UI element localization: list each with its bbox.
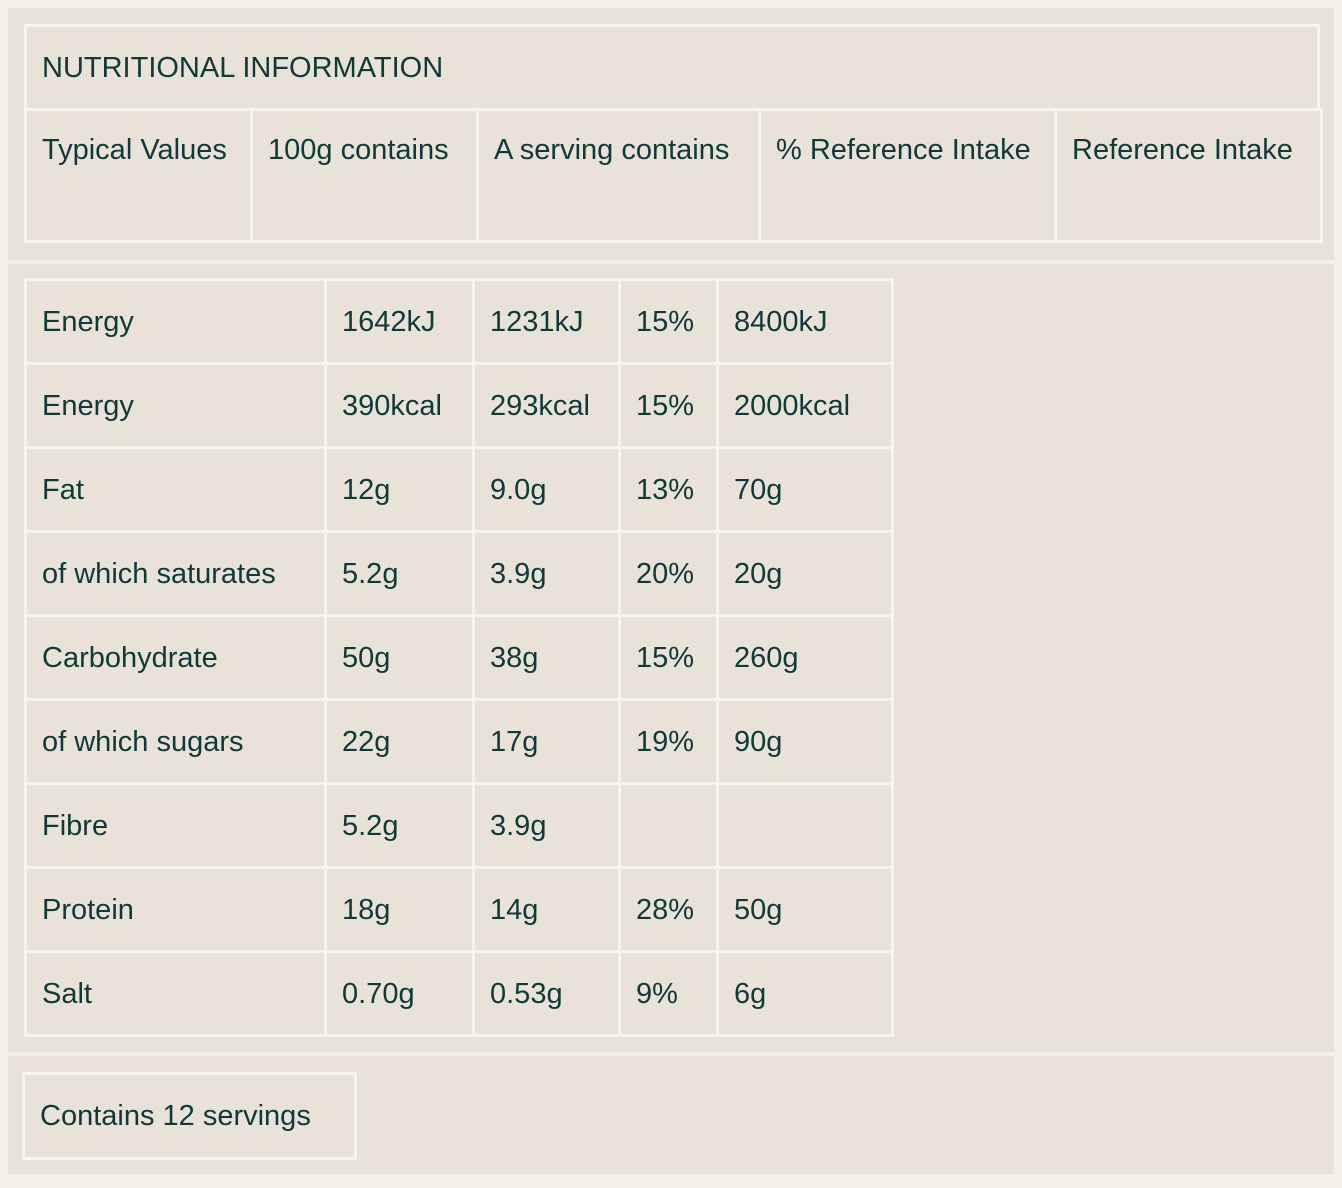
- table-cell: 14g: [472, 866, 621, 953]
- table-cell: 50g: [324, 614, 475, 701]
- table-cell: 19%: [618, 698, 719, 785]
- table-cell: 15%: [618, 362, 719, 449]
- table-cell: 6g: [716, 950, 894, 1037]
- servings-note: Contains 12 servings: [22, 1072, 357, 1160]
- table-cell: 1642kJ: [324, 278, 475, 365]
- column-header: 100g contains: [250, 108, 479, 243]
- row-label: Fibre: [24, 782, 327, 869]
- row-label: of which saturates: [24, 530, 327, 617]
- table-cell: 50g: [716, 866, 894, 953]
- table-cell: 18g: [324, 866, 475, 953]
- row-label: of which sugars: [24, 698, 327, 785]
- column-header: % Reference Intake: [758, 108, 1057, 243]
- row-label: Salt: [24, 950, 327, 1037]
- table-cell: 12g: [324, 446, 475, 533]
- table-cell: [716, 782, 894, 869]
- row-label: Carbohydrate: [24, 614, 327, 701]
- table-cell: 293kcal: [472, 362, 621, 449]
- row-label: Energy: [24, 278, 327, 365]
- table-cell: 38g: [472, 614, 621, 701]
- table-cell: 90g: [716, 698, 894, 785]
- table-cell: 70g: [716, 446, 894, 533]
- table-cell: [618, 782, 719, 869]
- table-cell: 390kcal: [324, 362, 475, 449]
- table-cell: 3.9g: [472, 782, 621, 869]
- table-cell: 260g: [716, 614, 894, 701]
- table-cell: 13%: [618, 446, 719, 533]
- table-cell: 3.9g: [472, 530, 621, 617]
- table-title: NUTRITIONAL INFORMATION: [24, 24, 1320, 111]
- table-cell: 15%: [618, 278, 719, 365]
- row-label: Fat: [24, 446, 327, 533]
- table-cell: 9.0g: [472, 446, 621, 533]
- table-cell: 20%: [618, 530, 719, 617]
- table-cell: 22g: [324, 698, 475, 785]
- table-cell: 20g: [716, 530, 894, 617]
- table-cell: 5.2g: [324, 782, 475, 869]
- column-header: Reference Intake: [1054, 108, 1323, 243]
- row-label: Energy: [24, 362, 327, 449]
- column-header: A serving contains: [476, 108, 761, 243]
- table-cell: 17g: [472, 698, 621, 785]
- table-cell: 0.70g: [324, 950, 475, 1037]
- table-cell: 5.2g: [324, 530, 475, 617]
- table-cell: 9%: [618, 950, 719, 1037]
- table-cell: 1231kJ: [472, 278, 621, 365]
- table-cell: 2000kcal: [716, 362, 894, 449]
- table-cell: 28%: [618, 866, 719, 953]
- table-cell: 8400kJ: [716, 278, 894, 365]
- table-cell: 15%: [618, 614, 719, 701]
- column-header: Typical Values: [24, 108, 253, 243]
- row-label: Protein: [24, 866, 327, 953]
- table-cell: 0.53g: [472, 950, 621, 1037]
